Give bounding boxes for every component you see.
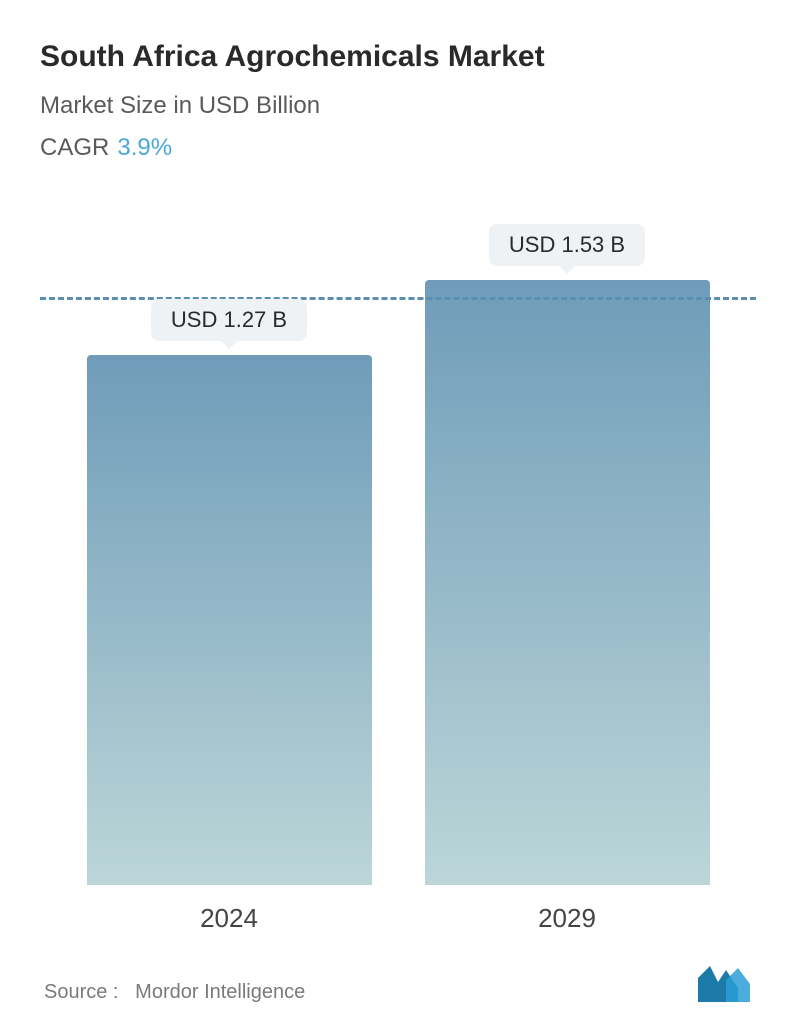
x-label-0: 2024 (79, 903, 379, 934)
x-axis-labels: 2024 2029 (40, 885, 756, 934)
chart-footer: Source : Mordor Intelligence (40, 964, 756, 1004)
chart-container: South Africa Agrochemicals Market Market… (0, 0, 796, 1034)
chart-title: South Africa Agrochemicals Market (40, 40, 756, 74)
bar-group-1: USD 1.53 B (417, 224, 717, 885)
source-label: Source : (44, 981, 118, 1003)
bar-value-label-1: USD 1.53 B (489, 224, 645, 266)
bar-0 (87, 355, 372, 885)
bar-group-0: USD 1.27 B (79, 299, 379, 885)
cagr-row: CAGR 3.9% (40, 134, 756, 162)
source-name: Mordor Intelligence (135, 981, 305, 1003)
bar-value-label-0: USD 1.27 B (151, 299, 307, 341)
cagr-label: CAGR (40, 134, 109, 161)
cagr-value: 3.9% (117, 134, 172, 161)
x-label-1: 2029 (417, 903, 717, 934)
chart-subtitle: Market Size in USD Billion (40, 92, 756, 120)
bar-1 (425, 280, 710, 885)
source-text: Source : Mordor Intelligence (44, 981, 305, 1004)
chart-plot-area: USD 1.27 B USD 1.53 B (40, 222, 756, 885)
mordor-logo-icon (696, 964, 752, 1004)
